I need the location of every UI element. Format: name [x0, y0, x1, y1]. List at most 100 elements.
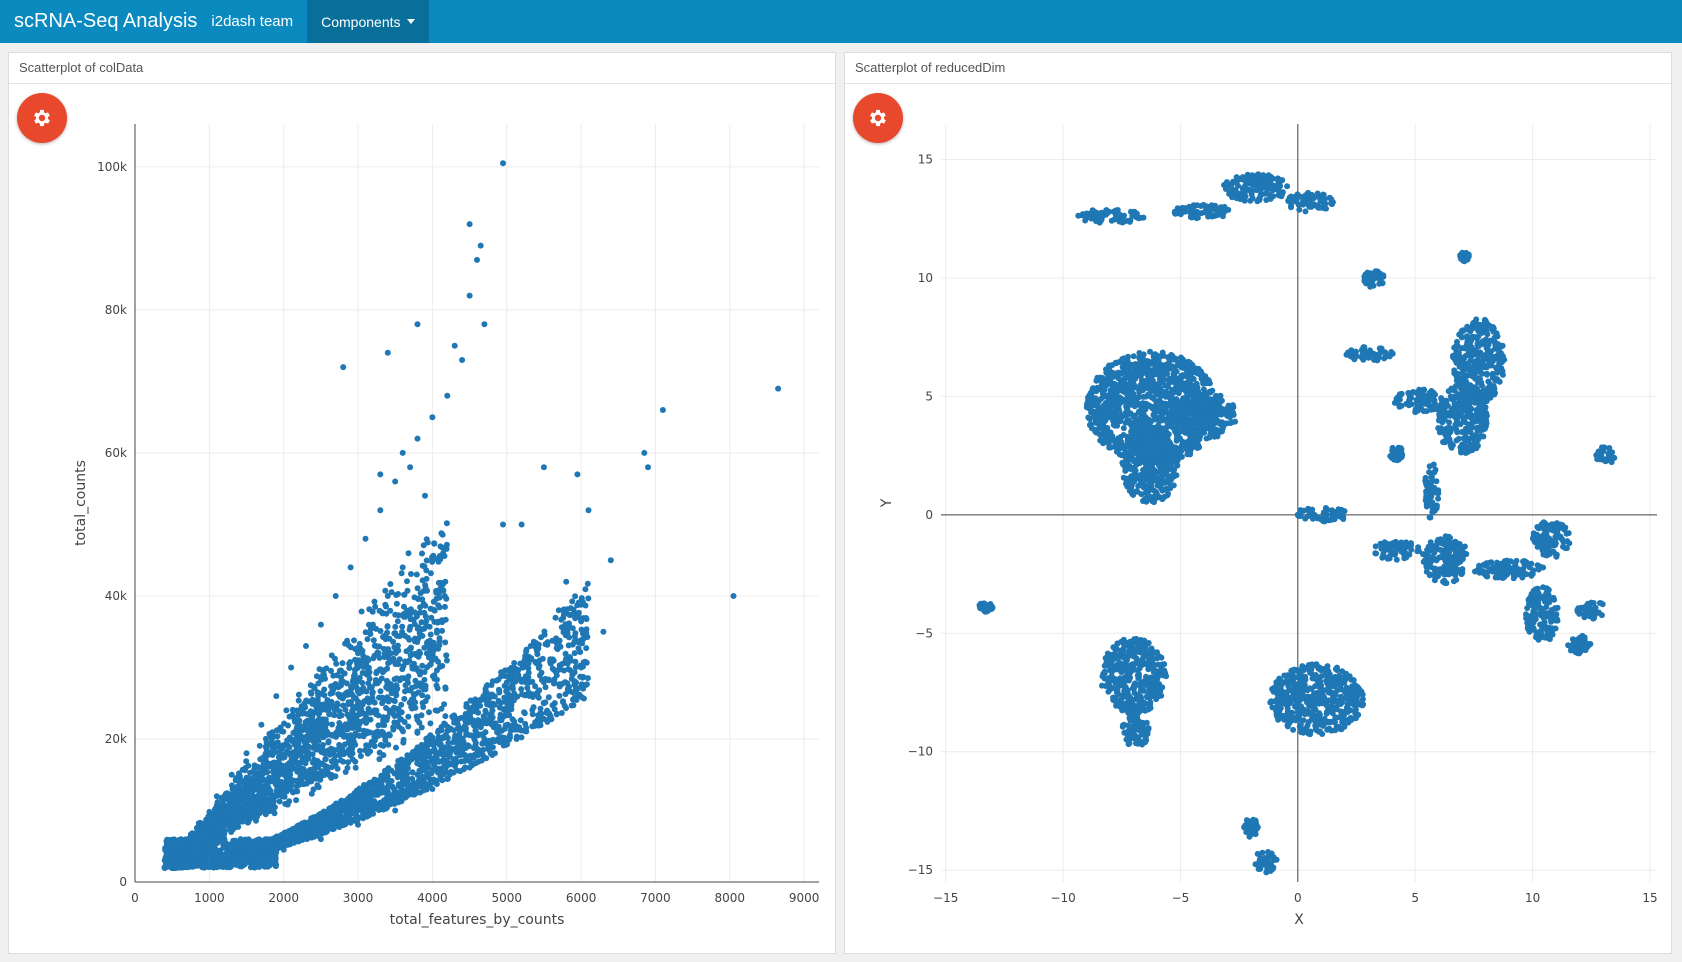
scatter-point [455, 725, 461, 732]
scatter-point [556, 692, 563, 699]
scatter-point [354, 701, 361, 708]
scatter-point [333, 660, 340, 667]
scatter-point [361, 698, 368, 705]
scatter-point [463, 730, 470, 737]
scatter-point [427, 631, 434, 638]
y-tick-label: 40k [105, 589, 127, 603]
scatter-point [388, 589, 395, 596]
scatter-point [394, 618, 401, 625]
scatter-point [268, 739, 275, 746]
scatter-point [320, 742, 326, 748]
scatter-point [441, 553, 448, 559]
scatter-point [583, 615, 589, 621]
scatter-point [354, 662, 361, 669]
scatter-point [369, 802, 376, 809]
scatter-point [333, 733, 339, 740]
scatter-point [502, 673, 509, 679]
coldata-scatter-panel: Scatterplot of colData 0 1000 2000 3000 4000… [8, 52, 836, 954]
scatter-point [313, 720, 320, 727]
scatter-point [413, 571, 420, 578]
scatter-point [288, 756, 295, 763]
scatter-point [260, 760, 267, 767]
scatter-point [441, 720, 448, 727]
scatter-point [411, 621, 418, 628]
scatter-point [405, 723, 412, 730]
x-tick-label: 6000 [566, 891, 597, 905]
scatter-point [336, 720, 343, 726]
scatter-point [404, 786, 411, 793]
scatter-point [521, 727, 528, 734]
scatter-point [433, 777, 440, 784]
scatter-point [417, 609, 424, 616]
scatter-point [328, 758, 335, 765]
scatter-point [427, 570, 434, 577]
scatter-point [255, 782, 262, 789]
scatter-point [445, 740, 452, 746]
scatter-point [274, 786, 280, 793]
scatter-point [517, 717, 524, 724]
scatter-point [349, 708, 356, 715]
scatter-point [276, 798, 283, 805]
scatter-point [273, 774, 280, 781]
scatter-point [334, 746, 341, 753]
scatter-point [409, 769, 416, 776]
scatter-point [302, 740, 308, 746]
components-dropdown[interactable]: Components [307, 0, 429, 43]
scatter-point [247, 769, 254, 776]
scatter-point [523, 648, 530, 655]
app-title[interactable]: scRNA-Seq Analysis [14, 10, 198, 32]
scatter-point [569, 598, 576, 605]
scatter-point [419, 562, 426, 569]
scatter-point [299, 754, 306, 761]
scatter-point [214, 799, 221, 806]
scatter-point [349, 725, 356, 731]
scatter-point [418, 724, 425, 731]
scatter-point [564, 660, 571, 667]
scatter-point [333, 801, 340, 808]
scatter-point [369, 689, 376, 696]
scatter-point [358, 688, 365, 695]
scatter-point [402, 658, 409, 665]
scatter-point [443, 652, 450, 659]
scatter-point [316, 666, 323, 673]
scatter-point [570, 702, 577, 709]
scatter-point [414, 760, 421, 767]
scatter-point [274, 733, 281, 740]
scatter-point [285, 762, 292, 769]
y-tick-label: 0 [119, 875, 127, 889]
scatter-point [376, 643, 383, 650]
settings-button[interactable] [17, 93, 67, 143]
scatter-point [477, 724, 484, 731]
scatter-point [337, 712, 344, 719]
scatter-point [246, 813, 253, 820]
scatter-point [529, 711, 536, 718]
scatter-point [415, 635, 422, 642]
scatter-point [352, 764, 359, 771]
coldata-scatter-chart[interactable]: 0 1000 2000 3000 4000 5000 6000 7000 8000 9000020… [9, 84, 835, 953]
scatter-point [405, 634, 411, 641]
scatter-point [226, 823, 233, 830]
scatter-point [578, 626, 585, 633]
scatter-point [314, 782, 321, 789]
scatter-point [463, 701, 470, 707]
scatter-point [393, 592, 400, 598]
scatter-point [344, 764, 351, 771]
scatter-point [284, 737, 291, 744]
scatter-point [418, 712, 425, 719]
scatter-point [220, 807, 227, 814]
scatter-point [340, 702, 347, 709]
panel-title: Scatterplot of colData [9, 53, 835, 84]
scatter-point [383, 677, 390, 684]
scatter-point [497, 699, 504, 706]
scatter-point [281, 720, 288, 727]
scatter-point [429, 556, 436, 563]
scatter-point [412, 650, 418, 657]
scatter-point [433, 755, 440, 762]
scatter-point [524, 684, 531, 691]
scatter-point [443, 657, 450, 664]
scatter-point [348, 737, 355, 744]
scatter-point [316, 759, 323, 766]
scatter-point [336, 682, 342, 689]
scatter-point [349, 678, 356, 685]
scatter-point [356, 674, 363, 681]
